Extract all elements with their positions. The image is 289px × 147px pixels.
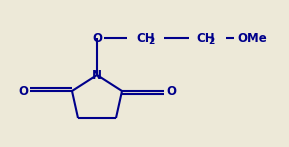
- Text: CH: CH: [136, 31, 155, 45]
- Text: OMe: OMe: [237, 31, 267, 45]
- Text: 2: 2: [208, 36, 214, 46]
- Text: O: O: [166, 85, 176, 97]
- Text: N: N: [92, 69, 102, 81]
- Text: O: O: [92, 31, 102, 45]
- Text: CH: CH: [196, 31, 215, 45]
- Text: O: O: [18, 85, 28, 97]
- Text: 2: 2: [148, 36, 154, 46]
